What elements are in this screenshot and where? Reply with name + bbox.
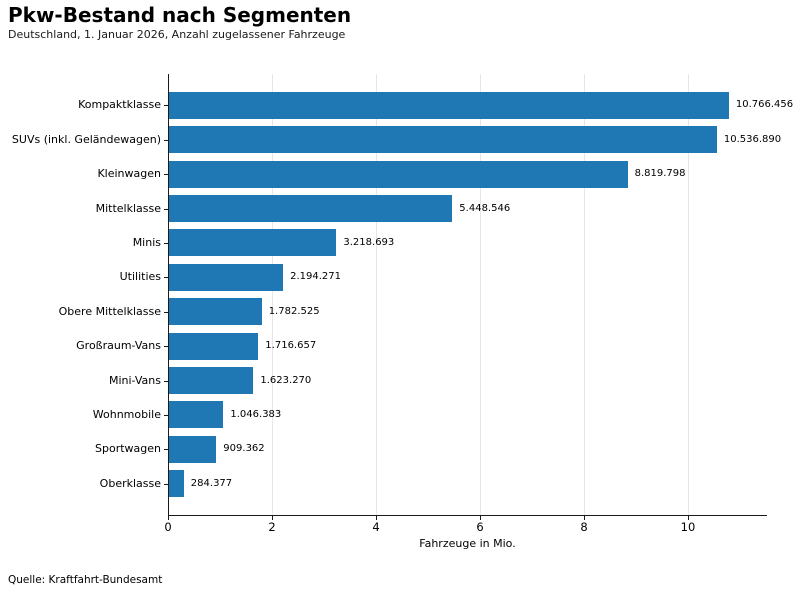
y-tick (164, 483, 168, 485)
y-tick (164, 449, 168, 451)
x-tick-label: 2 (268, 520, 276, 534)
bar-3 (169, 160, 628, 188)
x-tick-label: 6 (476, 520, 484, 534)
category-label: Utilities (119, 270, 161, 284)
source-note: Quelle: Kraftfahrt-Bundesamt (8, 574, 163, 586)
bar-4 (169, 195, 453, 222)
chart-title: Pkw-Bestand nach Segmenten (8, 3, 352, 27)
bar-5 (169, 229, 337, 257)
x-tick (688, 516, 689, 520)
category-label: Minis (132, 235, 161, 249)
y-tick (164, 208, 168, 210)
chart-subtitle: Deutschland, 1. Januar 2026, Anzahl zuge… (8, 28, 346, 41)
x-axis-label: Fahrzeuge in Mio. (419, 537, 516, 550)
y-tick (164, 174, 168, 176)
bar-1 (169, 91, 729, 119)
category-axis-labels: Kompaktklasse SUVs (inkl. Geländewagen) Kl… (0, 74, 161, 515)
bar-value-label: 909.362 (223, 443, 265, 455)
bar-value-label: 3.218.693 (343, 236, 395, 248)
y-axis-spine (168, 74, 169, 516)
bar-value-label: 2.194.271 (290, 271, 341, 283)
category-label: Mini-Vans (108, 373, 161, 387)
category-label: Kleinwagen (97, 167, 161, 181)
x-tick-label: 8 (580, 520, 588, 534)
category-label: Sportwagen (95, 442, 161, 456)
y-tick (164, 414, 168, 416)
bar-11 (169, 435, 217, 463)
x-axis-spine (168, 515, 767, 516)
category-label: Großraum-Vans (76, 339, 161, 353)
bar-9 (169, 367, 254, 394)
gridline-x-2 (272, 74, 273, 515)
y-tick (164, 277, 168, 279)
bar-value-label: 1.623.270 (260, 374, 312, 386)
y-tick (164, 105, 168, 107)
bar-value-label: 10.536.890 (723, 133, 782, 145)
x-tick (272, 516, 273, 520)
x-tick (376, 516, 377, 520)
x-tick (584, 516, 585, 520)
category-label: Kompaktklasse (78, 98, 161, 112)
bar-10 (169, 401, 224, 429)
x-tick (480, 516, 481, 520)
y-tick (164, 242, 168, 244)
gridline-x-8 (584, 74, 585, 515)
bar-value-label: 8.819.798 (634, 168, 686, 180)
bar-value-label: 284.377 (190, 477, 233, 489)
bar-value-label: 1.716.657 (265, 340, 317, 352)
category-label: Oberklasse (99, 476, 161, 490)
category-label: Wohnmobile (92, 407, 161, 421)
category-label: Obere Mittelklasse (58, 304, 161, 318)
bar-12 (169, 470, 184, 498)
bar-8 (169, 332, 259, 360)
category-label: SUVs (inkl. Geländewagen) (11, 132, 161, 146)
gridline-x-4 (376, 74, 377, 515)
bar-value-label: 1.046.383 (230, 408, 282, 420)
x-tick-label: 4 (372, 520, 380, 534)
bar-value-label: 1.782.525 (268, 305, 320, 317)
gridline-x-10 (688, 74, 689, 515)
gridline-x-6 (480, 74, 481, 515)
bar-2 (169, 126, 717, 154)
bar-value-label: 10.766.456 (735, 99, 794, 111)
bar-value-label: 5.448.546 (459, 202, 511, 214)
bar-7 (169, 298, 262, 326)
x-tick (168, 516, 169, 520)
bar-6 (169, 263, 284, 291)
category-label: Mittelklasse (95, 201, 161, 215)
x-tick-label: 10 (680, 520, 696, 534)
y-tick (164, 346, 168, 348)
plot-area: 10.766.456 10.536.890 8.819.798 5.448.546 3.… (169, 74, 793, 515)
x-tick-label: 0 (164, 520, 172, 534)
y-tick (164, 311, 168, 313)
y-tick (164, 380, 168, 382)
y-tick (164, 139, 168, 141)
